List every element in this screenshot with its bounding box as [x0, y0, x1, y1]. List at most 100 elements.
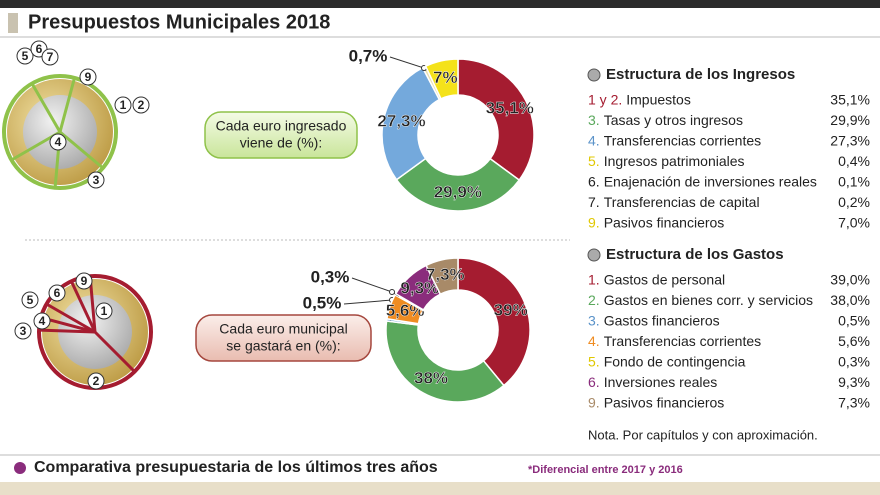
- legend-value: 39,0%: [830, 272, 870, 288]
- legend-number: 4.: [588, 133, 600, 149]
- legend-label: Transferencias corrientes: [604, 333, 761, 349]
- coin-label: 6: [36, 42, 43, 56]
- coin-label: 7: [47, 50, 54, 64]
- coin-spoke: [39, 328, 96, 334]
- legend-number: 9.: [588, 395, 600, 411]
- coin-badge: [79, 68, 97, 86]
- bottom-strip: [0, 482, 880, 495]
- legend-value: 7,3%: [838, 395, 870, 411]
- coin-label: 6: [54, 286, 61, 300]
- coin-badge: [95, 302, 113, 320]
- data-label: 35,1%: [486, 98, 534, 117]
- data-label: 27,3%: [377, 111, 425, 130]
- coin-label: 5: [27, 293, 34, 307]
- legend-number: 6.: [588, 374, 600, 390]
- legend-label: Enajenación de inversiones reales: [604, 174, 817, 190]
- legend-label: Pasivos financieros: [604, 395, 725, 411]
- legend-value: 5,6%: [838, 333, 870, 349]
- footer-bullet: [14, 462, 26, 474]
- coin-label: 4: [55, 135, 62, 149]
- legend-number: 1 y 2.: [588, 92, 622, 108]
- legend-number: 5.: [588, 354, 600, 370]
- coin-badge: [132, 96, 150, 114]
- coin-spoke: [41, 316, 96, 334]
- legend-label: Inversiones reales: [604, 374, 718, 390]
- data-label: 39%: [494, 301, 528, 320]
- coin-label: 1: [120, 98, 127, 112]
- legend-label: Tasas y otros ingresos: [604, 112, 743, 128]
- legend-value: 0,4%: [838, 153, 870, 169]
- data-label: 0,3%: [311, 267, 350, 286]
- coin-badge: [48, 284, 66, 302]
- data-label: 38%: [414, 369, 448, 388]
- legend-label: Transferencias corrientes: [604, 133, 761, 149]
- legend-value: 27,3%: [830, 133, 870, 149]
- legend-value: 0,5%: [838, 313, 870, 329]
- footer-heading: Comparativa presupuestaria de los último…: [34, 459, 438, 476]
- coin-ring: [2, 74, 118, 190]
- coin-label: 9: [85, 70, 92, 84]
- legend-label: Impuestos: [626, 92, 691, 108]
- coin-spoke: [93, 330, 135, 372]
- data-label: 7,3%: [426, 265, 465, 284]
- coin-badge: [41, 48, 59, 66]
- donut-segment: [385, 320, 505, 403]
- coin-badge: [114, 96, 132, 114]
- callout-bubble: [195, 314, 372, 362]
- coin-label: 3: [20, 324, 27, 338]
- legend-heading: Estructura de los Gastos: [606, 246, 784, 263]
- legend-label: Gastos financieros: [604, 313, 720, 329]
- legend-label: Transferencias de capital: [604, 194, 760, 210]
- coin-badge: [87, 372, 105, 390]
- legend-bullet: [587, 68, 601, 82]
- legend-value: 0,3%: [838, 354, 870, 370]
- coin-badge: [87, 171, 105, 189]
- donut-segment: [424, 58, 459, 100]
- legend-number: 7.: [588, 194, 600, 210]
- legend-label: Gastos en bienes corr. y servicios: [604, 292, 813, 308]
- callout-text: Cada euro municipal se gastará en (%):: [219, 320, 347, 353]
- data-label: 7%: [433, 68, 458, 87]
- legend-value: 35,1%: [830, 92, 870, 108]
- leader-dot: [389, 289, 395, 295]
- coin-spoke: [88, 277, 97, 333]
- callout-text: Cada euro ingresado viene de (%):: [216, 117, 347, 150]
- data-label: 9,3%: [400, 279, 439, 298]
- coin-label: 1: [101, 304, 108, 318]
- coin-badge: [16, 47, 34, 65]
- legend-value: 29,9%: [830, 112, 870, 128]
- donut-segment: [457, 257, 531, 387]
- note: Nota. Por capítulos y con aproximación.: [588, 427, 818, 442]
- coin-spoke: [58, 78, 76, 133]
- legend-value: 38,0%: [830, 292, 870, 308]
- legend-number: 6.: [588, 174, 600, 190]
- legend-label: Pasivos financieros: [604, 215, 725, 231]
- coin-label: 3: [93, 173, 100, 187]
- title-marker: [8, 13, 18, 33]
- legend-value: 0,1%: [838, 174, 870, 190]
- legend-value: 9,3%: [838, 374, 870, 390]
- legend-number: 1.: [588, 272, 600, 288]
- legend-value: 0,2%: [838, 194, 870, 210]
- data-label: 0,5%: [303, 293, 342, 312]
- callout-bubble: [204, 111, 358, 159]
- coin-badge: [33, 312, 51, 330]
- legend-number: 9.: [588, 215, 600, 231]
- coin-label: 4: [39, 314, 46, 328]
- coin-badge: [49, 133, 67, 151]
- legend-number: 5.: [588, 153, 600, 169]
- donut-segment: [457, 58, 535, 182]
- footer-note: *Diferencial entre 2017 y 2016: [528, 464, 683, 476]
- coin-badge: [14, 322, 32, 340]
- coin-label: 2: [138, 98, 145, 112]
- coin-label: 2: [93, 374, 100, 388]
- data-label: 29,9%: [434, 182, 482, 201]
- legend-number: 3.: [588, 313, 600, 329]
- legend-number: 3.: [588, 112, 600, 128]
- donut-segment: [395, 157, 521, 212]
- legend-value: 7,0%: [838, 215, 870, 231]
- legend-number: 2.: [588, 292, 600, 308]
- coin-badge: [75, 272, 93, 290]
- legend-heading: Estructura de los Ingresos: [606, 66, 795, 83]
